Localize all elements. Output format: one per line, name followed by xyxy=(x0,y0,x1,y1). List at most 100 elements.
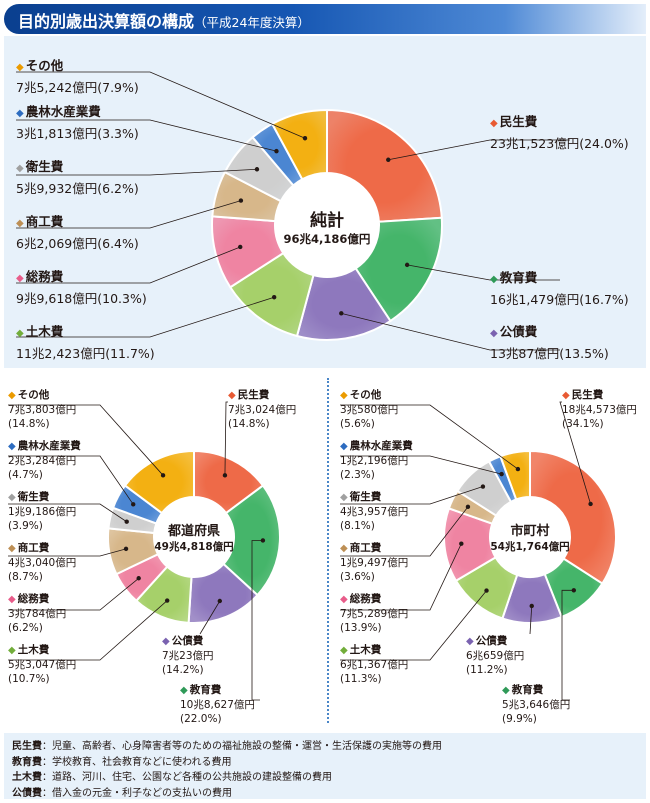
category-name: 農林水産業費 xyxy=(349,440,413,452)
label-eisei: ◆ 衛生費 4兆3,957億円 (8.1%) xyxy=(340,490,408,533)
category-name: 公債費 xyxy=(475,635,508,647)
category-amount: 3兆1,813億円(3.3%) xyxy=(16,126,139,141)
leader-dot-kosai xyxy=(217,598,223,604)
diamond-icon: ◆ xyxy=(8,492,16,503)
legend-note-kosai: 公債費：借入金の元金・利子などの支払いの費用 xyxy=(12,787,232,799)
diamond-icon: ◆ xyxy=(8,645,16,656)
category-name: 衛生費 xyxy=(349,491,382,503)
category-name: 衛生費 xyxy=(17,491,50,503)
leader-dot-eisei xyxy=(254,167,260,172)
leader-dot-kosai xyxy=(339,311,344,316)
category-percent: (14.2%) xyxy=(162,664,204,676)
category-amount: 5兆9,932億円(6.2%) xyxy=(16,181,139,196)
category-percent: (10.7%) xyxy=(8,673,50,685)
category-percent: (4.7%) xyxy=(8,469,43,481)
label-shoko: ◆ 商工費 1兆9,497億円 (3.6%) xyxy=(340,541,408,584)
leader-dot-somu xyxy=(238,244,243,250)
category-amount: 2兆3,284億円 xyxy=(8,455,77,467)
category-name: 教育費 xyxy=(189,684,222,696)
label-somu: ◆ 総務費 7兆5,289億円 (13.9%) xyxy=(340,592,408,635)
leader-dot-kyoiku xyxy=(571,588,577,593)
category-name: 商工費 xyxy=(349,542,382,554)
diamond-icon: ◆ xyxy=(8,543,16,554)
leader-dot-eisei xyxy=(480,484,486,489)
category-name: 公債費 xyxy=(499,324,538,339)
leader-kosai xyxy=(341,312,560,351)
leader-dot-shoko xyxy=(123,546,129,552)
category-name: 民生費 xyxy=(571,389,604,401)
label-shoko: ◆ 商工費 4兆3,040億円 (8.7%) xyxy=(8,541,76,584)
diamond-icon: ◆ xyxy=(162,636,170,647)
leader-dot-sonota xyxy=(302,136,308,141)
leader-dot-norin xyxy=(131,502,136,507)
category-name: 総務費 xyxy=(349,593,382,605)
pie-center-name: 市町村 xyxy=(510,524,550,540)
label-somu: ◆ 総務費 3兆784億円 (6.2%) xyxy=(8,592,66,635)
category-name: 農林水産業費 xyxy=(25,104,101,119)
leader-dot-minsei xyxy=(386,157,391,162)
leader-dot-eisei xyxy=(124,519,129,524)
leader-doboku xyxy=(8,600,168,661)
category-amount: 10兆8,627億円 xyxy=(180,699,255,711)
legend-notes: 民生費：児童、高齢者、心身障害者等のための福祉施設の整備・運営・生活保護の実施等… xyxy=(4,733,646,799)
leader-doboku xyxy=(340,590,487,661)
leader-kosai xyxy=(199,600,221,635)
category-name: 衛生費 xyxy=(25,159,64,174)
leader-dot-doboku xyxy=(484,588,489,593)
leader-somu xyxy=(340,543,462,611)
leader-dot-norin xyxy=(274,148,279,154)
label-kyoiku: ◆ 教育費 10兆8,627億円 (22.0%) xyxy=(180,683,255,726)
category-amount: 4兆3,957億円 xyxy=(340,506,409,518)
diamond-icon: ◆ xyxy=(340,645,348,656)
label-minsei: ◆ 民生費 23兆1,523億円(24.0%) xyxy=(490,112,629,154)
category-name: 公債費 xyxy=(171,635,204,647)
leader-dot-doboku xyxy=(164,598,170,603)
leader-dot-shoko xyxy=(238,198,244,203)
category-amount: 7兆23億円 xyxy=(162,650,214,662)
category-percent: (3.9%) xyxy=(8,520,43,532)
leader-dot-kosai xyxy=(529,603,534,609)
leader-somu xyxy=(8,577,139,611)
category-name: その他 xyxy=(25,58,64,73)
leader-minsei xyxy=(559,401,591,505)
diamond-icon: ◆ xyxy=(502,685,510,696)
leader-dot-somu xyxy=(136,576,141,581)
category-amount: 16兆1,479億円(16.7%) xyxy=(490,292,629,307)
category-percent: (13.9%) xyxy=(340,622,382,634)
leader-shoko xyxy=(16,200,242,229)
diamond-icon: ◆ xyxy=(180,685,188,696)
diamond-icon: ◆ xyxy=(340,492,348,503)
leader-dot-norin xyxy=(499,471,504,477)
category-percent: (9.9%) xyxy=(502,713,537,725)
leader-dot-shoko xyxy=(465,504,471,510)
title-bar: 目的別歳出決算額の構成（平成24年度決算） xyxy=(4,4,646,34)
leader-shoko xyxy=(8,548,127,557)
label-somu: ◆ 総務費 9兆9,618億円(10.3%) xyxy=(16,267,147,309)
leader-sonota xyxy=(16,71,306,139)
diamond-icon: ◆ xyxy=(228,390,236,401)
label-norin: ◆ 農林水産業費 1兆2,196億円 (2.3%) xyxy=(340,439,413,482)
pie-hole xyxy=(490,497,570,577)
leader-kosai xyxy=(529,605,533,635)
category-percent: (11.2%) xyxy=(466,664,508,676)
divider xyxy=(327,378,329,723)
category-amount: 1兆9,497億円 xyxy=(340,557,409,569)
pie-center-2: 市町村 54兆1,764億円 xyxy=(470,520,590,554)
category-percent: (11.3%) xyxy=(340,673,382,685)
label-eisei: ◆ 衛生費 5兆9,932億円(6.2%) xyxy=(16,157,139,199)
pie-1 xyxy=(8,401,281,701)
category-name: 農林水産業費 xyxy=(17,440,81,452)
diamond-icon: ◆ xyxy=(8,390,16,401)
pie-center-total: 96兆4,186億円 xyxy=(283,231,371,246)
leader-dot-somu xyxy=(459,541,464,546)
category-percent: (6.2%) xyxy=(8,622,43,634)
category-name: その他 xyxy=(349,389,382,401)
category-name: 教育費 xyxy=(499,270,538,285)
diamond-icon: ◆ xyxy=(16,108,24,119)
diamond-icon: ◆ xyxy=(16,328,24,339)
label-sonota: ◆ その他 3兆580億円 (5.6%) xyxy=(340,388,398,431)
label-norin: ◆ 農林水産業費 3兆1,813億円(3.3%) xyxy=(16,102,139,144)
category-amount: 7兆5,289億円 xyxy=(340,608,409,620)
leader-norin xyxy=(340,455,502,475)
